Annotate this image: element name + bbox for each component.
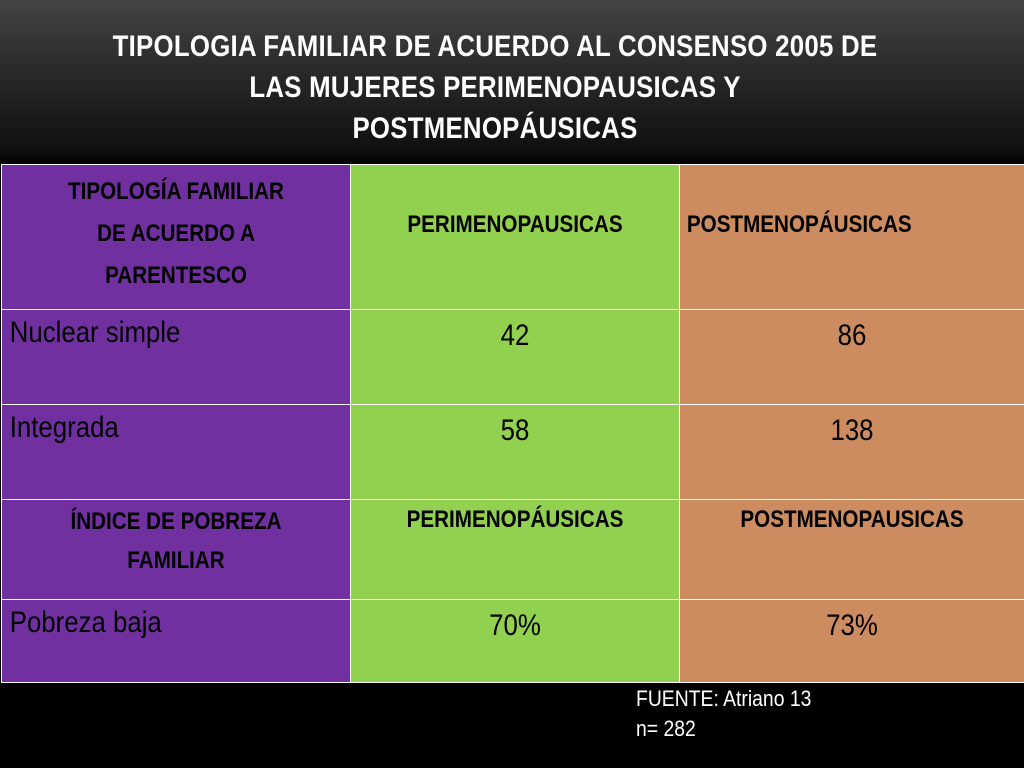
- header-cell-typology: TIPOLOGÍA FAMILIAR DE ACUERDO A PARENTES…: [1, 164, 351, 310]
- header-poverty-line-2: FAMILIAR: [127, 547, 225, 574]
- title-line-1: TIPOLOGIA FAMILIAR DE ACUERDO AL CONSENS…: [112, 30, 878, 63]
- header-typology-line-1: TIPOLOGÍA FAMILIAR: [68, 178, 284, 205]
- header-poverty-line-1: ÍNDICE DE POBREZA: [70, 508, 282, 535]
- sample-size-text: n= 282: [636, 716, 696, 741]
- header-post-label: POSTMENOPÁUSICAS: [686, 211, 912, 238]
- title-line-3: POSTMENOPÁUSICAS: [352, 112, 638, 145]
- table-subheader-row: ÍNDICE DE POBREZA FAMILIAR PERIMENOPÁUSI…: [1, 499, 1024, 600]
- subheader-cell-post: POSTMENOPAUSICAS: [679, 499, 1024, 600]
- slide-title: TIPOLOGIA FAMILIAR DE ACUERDO AL CONSENS…: [104, 26, 887, 149]
- value-pobreza-peri: 70%: [489, 609, 541, 642]
- value-nuclear-post: 86: [837, 319, 867, 352]
- value-nuclear-peri: 42: [500, 319, 530, 352]
- value-integrada-post: 138: [830, 414, 874, 447]
- header-peri-label: PERIMENOPAUSICAS: [407, 211, 623, 238]
- table-row: Nuclear simple 42 86: [1, 309, 1024, 405]
- source-text: FUENTE: Atriano 13: [636, 686, 812, 711]
- subheader-cell-peri: PERIMENOPÁUSICAS: [350, 499, 680, 600]
- header-typology-line-2: DE ACUERDO A: [97, 220, 255, 247]
- title-line-2: LAS MUJERES PERIMENOPAUSICAS Y: [249, 71, 741, 104]
- table-row: Pobreza baja 70% 73%: [1, 599, 1024, 683]
- table-header-row: TIPOLOGÍA FAMILIAR DE ACUERDO A PARENTES…: [1, 164, 1024, 310]
- value-integrada-peri: 58: [500, 414, 530, 447]
- value-pobreza-post: 73%: [826, 609, 878, 642]
- header-cell-poverty: ÍNDICE DE POBREZA FAMILIAR: [1, 499, 351, 600]
- header-cell-peri: PERIMENOPAUSICAS: [350, 164, 680, 310]
- subheader-peri-label: PERIMENOPÁUSICAS: [406, 506, 624, 533]
- row-label-nuclear-simple: Nuclear simple: [9, 316, 181, 349]
- row-label-integrada: Integrada: [9, 411, 119, 444]
- subheader-post-label: POSTMENOPAUSICAS: [740, 506, 964, 533]
- source-note: FUENTE: Atriano 13 n= 282: [636, 684, 811, 744]
- table-row: Integrada 58 138: [1, 404, 1024, 500]
- row-label-pobreza-baja: Pobreza baja: [9, 606, 162, 639]
- header-typology-line-3: PARENTESCO: [105, 262, 247, 289]
- typology-table: TIPOLOGÍA FAMILIAR DE ACUERDO A PARENTES…: [1, 164, 1024, 683]
- header-cell-post: POSTMENOPÁUSICAS: [679, 164, 1024, 310]
